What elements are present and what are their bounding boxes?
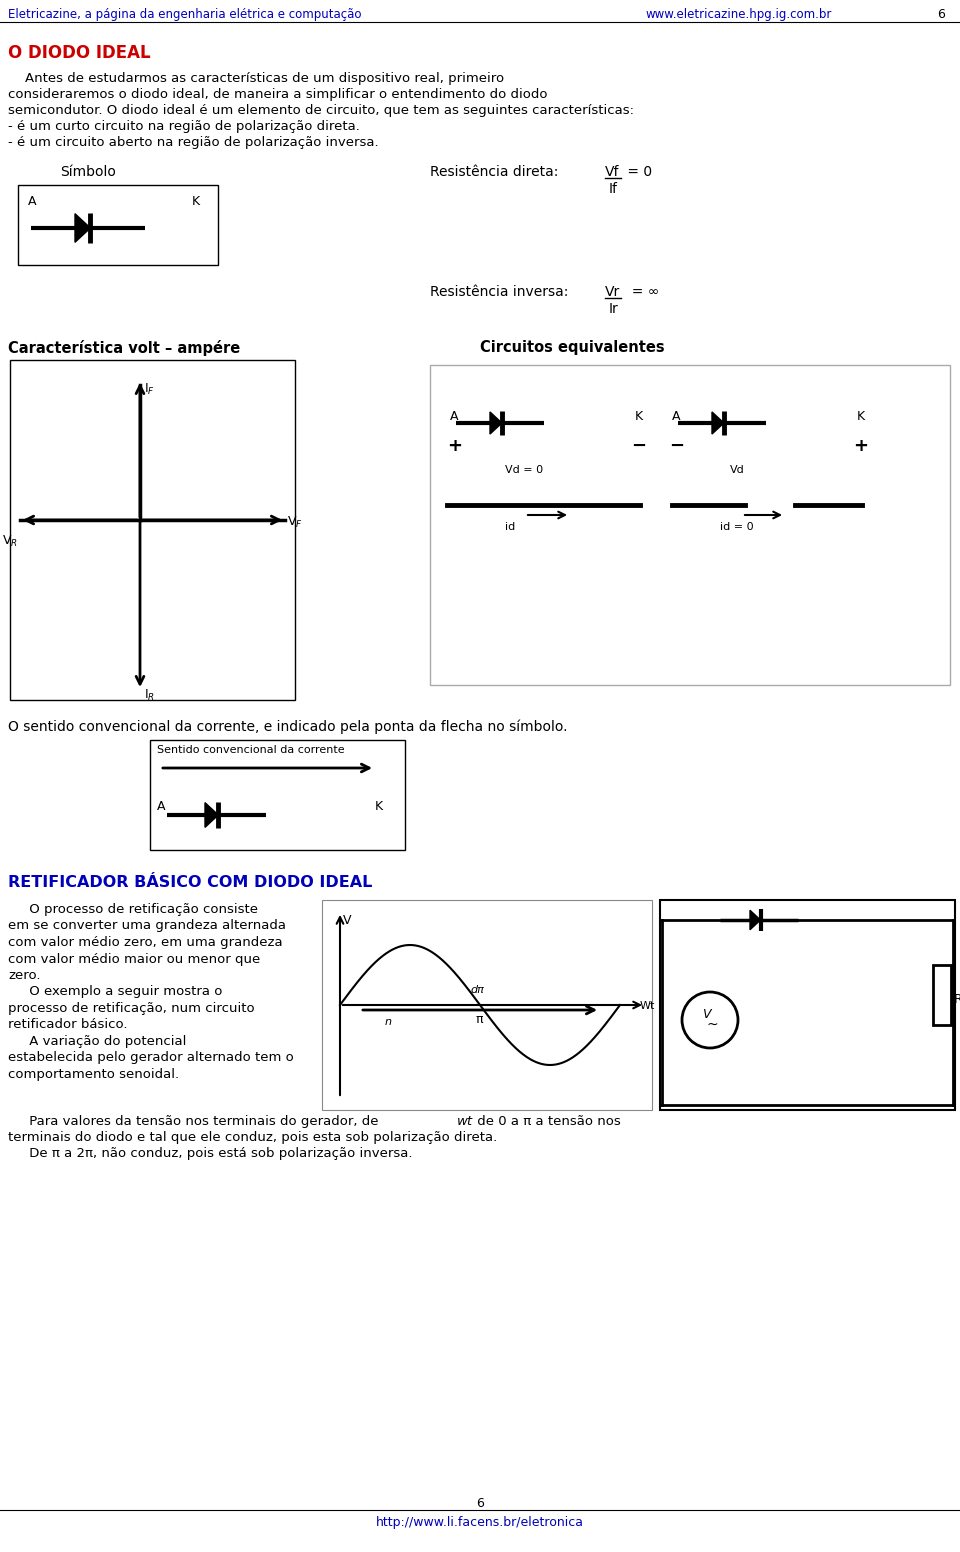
Polygon shape [490,411,502,435]
Text: Vr: Vr [605,286,620,300]
Bar [10,360,295,700]
Text: dπ: dπ [470,986,484,995]
Text: Resistência direta:: Resistência direta: [430,165,567,178]
Text: +: + [447,438,462,455]
Text: V: V [343,914,351,927]
Text: = ∞: = ∞ [623,286,660,300]
Bar [430,365,950,684]
Bar [660,900,955,1110]
Bar [18,185,218,265]
Text: +: + [853,438,868,455]
Text: Símbolo: Símbolo [60,165,116,178]
Text: id = 0: id = 0 [720,521,754,532]
Text: Para valores da tensão nos terminais do gerador, de: Para valores da tensão nos terminais do … [8,1114,383,1128]
Text: Antes de estudarmos as características de um dispositivo real, primeiro: Antes de estudarmos as características d… [8,71,504,85]
Text: www.eletricazine.hpg.ig.com.br: www.eletricazine.hpg.ig.com.br [645,8,831,22]
Text: Eletricazine, a página da engenharia elétrica e computação: Eletricazine, a página da engenharia elé… [8,8,362,22]
Text: O DIODO IDEAL: O DIODO IDEAL [8,43,151,62]
Text: comportamento senoidal.: comportamento senoidal. [8,1068,180,1082]
Polygon shape [205,802,218,827]
Text: de 0 a π a tensão nos: de 0 a π a tensão nos [473,1114,621,1128]
Polygon shape [75,214,90,242]
Text: K: K [375,799,383,813]
Text: V: V [702,1009,710,1021]
Bar [933,965,951,1024]
Text: Ir: Ir [609,303,619,317]
Text: retificador básico.: retificador básico. [8,1018,128,1032]
Bar [322,900,652,1110]
Text: id: id [505,521,516,532]
Text: ~: ~ [706,1018,718,1032]
Text: Vf: Vf [605,165,619,178]
Text: O sentido convencional da corrente, e indicado pela ponta da flecha no símbolo.: O sentido convencional da corrente, e in… [8,720,567,734]
Text: em se converter uma grandeza alternada: em se converter uma grandeza alternada [8,919,286,933]
Text: 6: 6 [937,8,945,22]
Text: - é um curto circuito na região de polarização direta.: - é um curto circuito na região de polar… [8,120,360,133]
Text: terminais do diodo e tal que ele conduz, pois esta sob polarização direta.: terminais do diodo e tal que ele conduz,… [8,1131,497,1144]
Text: zero.: zero. [8,968,40,982]
Text: A: A [450,410,459,424]
Text: RETIFICADOR BÁSICO COM DIODO IDEAL: RETIFICADOR BÁSICO COM DIODO IDEAL [8,875,372,889]
Text: K: K [635,410,643,424]
Polygon shape [750,911,760,930]
Text: - é um circuito aberto na região de polarização inversa.: - é um circuito aberto na região de pola… [8,137,378,149]
Text: wt: wt [457,1114,473,1128]
Text: K: K [857,410,865,424]
Text: π: π [475,1013,483,1026]
Polygon shape [712,411,724,435]
Text: Resistência inversa:: Resistência inversa: [430,286,577,300]
Text: 6: 6 [476,1498,484,1510]
Text: processo de retificação, num circuito: processo de retificação, num circuito [8,1003,254,1015]
Text: O exemplo a seguir mostra o: O exemplo a seguir mostra o [8,986,223,998]
Text: R$_L$: R$_L$ [953,992,960,1007]
Text: Característica volt – ampére: Característica volt – ampére [8,340,240,355]
Text: A variação do potencial: A variação do potencial [8,1035,186,1048]
Text: If: If [609,182,618,196]
Text: Vd: Vd [730,466,745,475]
Text: I$_R$: I$_R$ [144,688,156,703]
Text: consideraremos o diodo ideal, de maneira a simplificar o entendimento do diodo: consideraremos o diodo ideal, de maneira… [8,88,547,101]
Text: com valor médio zero, em uma grandeza: com valor médio zero, em uma grandeza [8,936,282,948]
Text: O processo de retificação consiste: O processo de retificação consiste [8,903,258,916]
Text: Wt: Wt [640,1001,656,1010]
Text: A: A [157,799,165,813]
Text: estabelecida pelo gerador alternado tem o: estabelecida pelo gerador alternado tem … [8,1052,294,1065]
Text: V$_R$: V$_R$ [2,534,18,549]
Text: De π a 2π, não conduz, pois está sob polarização inversa.: De π a 2π, não conduz, pois está sob pol… [8,1147,413,1159]
Text: = 0: = 0 [623,165,652,178]
Text: −: − [631,438,646,455]
Text: K: K [192,196,200,208]
Text: com valor médio maior ou menor que: com valor médio maior ou menor que [8,953,260,965]
Text: semicondutor. O diodo ideal é um elemento de circuito, que tem as seguintes cara: semicondutor. O diodo ideal é um element… [8,104,634,116]
Text: −: − [669,438,684,455]
Text: A: A [672,410,681,424]
Text: V$_F$: V$_F$ [287,515,302,531]
Text: n: n [385,1017,392,1027]
Text: Sentido convencional da corrente: Sentido convencional da corrente [157,745,345,754]
Text: A: A [28,196,36,208]
Text: http://www.li.facens.br/eletronica: http://www.li.facens.br/eletronica [376,1516,584,1529]
Text: Circuitos equivalentes: Circuitos equivalentes [480,340,664,355]
Bar [150,740,405,850]
Text: Vd = 0: Vd = 0 [505,466,543,475]
Text: I$_F$: I$_F$ [144,382,155,397]
